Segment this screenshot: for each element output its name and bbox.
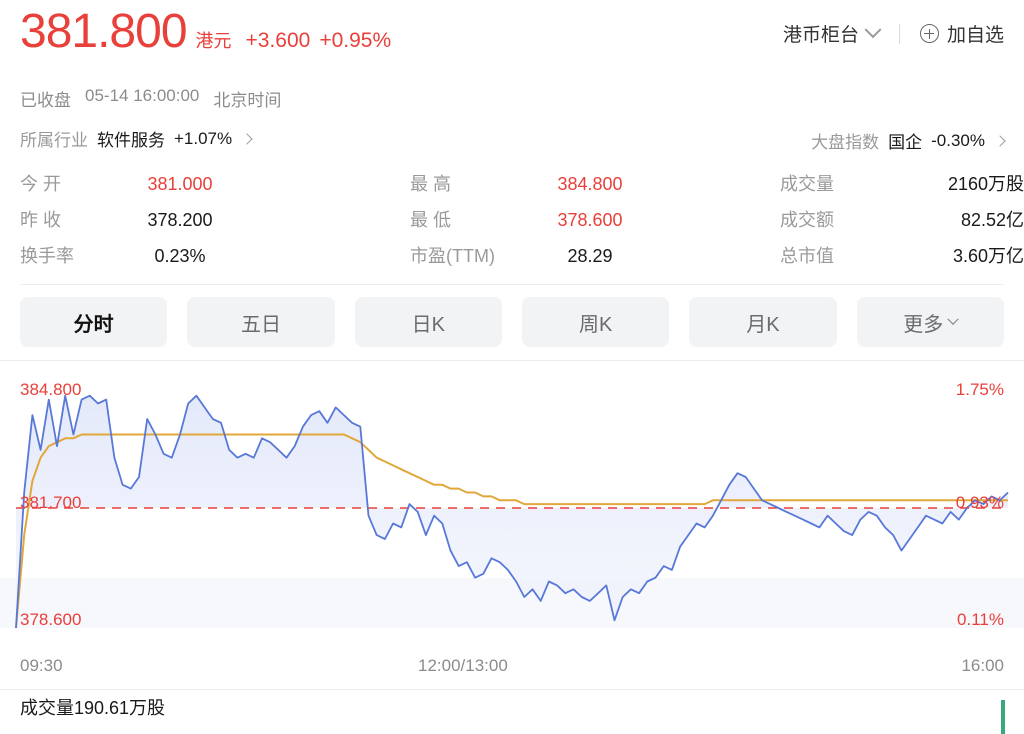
industry-percent: +1.07% [174,128,233,148]
y-axis-pct-low: 0.11% [957,610,1004,629]
y-axis-label-mid: 381.700 [20,493,82,512]
market-index-link[interactable]: 大盘指数 国企 -0.30% [811,128,1006,153]
chart-period-tabs: 分时 五日 日K 周K 月K 更多 [0,286,1024,358]
tab-more[interactable]: 更多 [856,297,1004,347]
chart-x-axis: 09:30 12:00/13:00 16:00 [0,656,1024,692]
tab-five-day[interactable]: 五日 [187,297,335,347]
tab-five-day-label: 五日 [240,313,281,336]
stat-low-label: 最 低 [410,210,452,230]
chevron-right-icon [241,132,253,145]
market-index-name: 国企 [888,133,923,152]
stat-low-value: 378.600 [557,210,623,230]
stat-turnover-rate-label: 换手率 [20,246,74,266]
tab-daily-k-label: 日K [411,313,445,336]
counter-selector-label: 港币柜台 [782,25,859,46]
stats-grid: 今 开 381.000 昨 收 378.200 换手率 0.23% 最 高 38… [0,170,1024,269]
stat-pe-ttm-label: 市盈(TTM) [410,246,495,266]
tab-weekly-k-label: 周K [578,313,613,336]
volume-bar [1001,700,1005,734]
header-divider [898,23,900,44]
tab-monthly-k[interactable]: 月K [689,297,837,347]
stat-prev-close-value: 378.200 [147,210,213,230]
stat-low: 最 低 378.600 [410,206,780,233]
stat-pe-ttm-value: 28.29 [567,246,613,266]
industry-link[interactable]: 所属行业 软件服务 +1.07% [20,126,253,151]
chart-shaded-band [0,578,1024,628]
x-axis-tick-close: 16:00 [961,656,1004,675]
stat-volume-value: 2160万股 [947,174,1024,194]
currency-label: 港元 [195,31,232,51]
stat-market-cap-label: 总市值 [780,246,834,266]
market-status-line: 已收盘 05-14 16:00:00 北京时间 [20,86,281,111]
industry-label: 所属行业 [20,131,88,150]
volume-summary-label: 成交量190.61万股 [20,698,166,718]
stat-amount-value: 82.52亿 [960,210,1024,230]
market-state: 已收盘 [20,91,71,110]
x-axis-tick-open: 09:30 [20,656,63,675]
y-axis-pct-high: 1.75% [955,380,1004,399]
quote-timezone: 北京时间 [213,91,282,110]
stat-market-cap-value: 3.60万亿 [952,246,1024,266]
tab-weekly-k[interactable]: 周K [521,297,670,347]
price-change: +3.600 [245,29,311,52]
stat-volume: 成交量 2160万股 [780,170,1024,197]
stat-amount: 成交额 82.52亿 [780,206,1024,233]
counter-selector[interactable]: 港币柜台 [782,20,882,47]
stats-column-1: 今 开 381.000 昨 收 378.200 换手率 0.23% [20,170,410,269]
stat-open-value: 381.000 [147,174,213,194]
tab-intraday[interactable]: 分时 [20,297,168,347]
stat-turnover-rate-value: 0.23% [154,246,206,266]
stat-open-label: 今 开 [20,174,62,194]
tab-more-label: 更多 [903,313,944,336]
intraday-chart[interactable]: 384.800 381.700 378.600 1.75% 0.93% 0.11… [0,362,1024,654]
quote-timestamp: 05-14 16:00:00 [85,86,200,105]
y-axis-label-low: 378.600 [20,610,82,629]
stats-column-2: 最 高 384.800 最 低 378.600 市盈(TTM) 28.29 [410,170,780,269]
volume-divider [0,689,1024,690]
chevron-down-icon [864,20,882,38]
x-axis-tick-midday: 12:00/13:00 [418,656,508,675]
quote-header: 381.800 港元 +3.600 +0.95% 港币柜台 加自选 [0,8,1024,70]
tab-intraday-label: 分时 [73,313,114,336]
stat-prev-close-label: 昨 收 [20,210,62,230]
tab-monthly-k-label: 月K [746,313,780,336]
price-area-fill [16,395,1008,628]
intraday-chart-svg [0,394,1024,629]
stat-amount-label: 成交额 [780,210,834,230]
price-row: 381.800 港元 +3.600 +0.95% [20,8,391,56]
plus-circle-icon [919,24,939,43]
stats-tabs-divider [20,284,1004,285]
stat-high: 最 高 384.800 [410,170,780,197]
stat-high-value: 384.800 [557,174,623,194]
market-index-label: 大盘指数 [811,133,880,152]
stat-pe-ttm: 市盈(TTM) 28.29 [410,242,780,269]
current-price: 381.800 [20,5,188,58]
stat-prev-close: 昨 收 378.200 [20,206,410,233]
chevron-right-icon [994,134,1006,147]
tab-daily-k[interactable]: 日K [354,297,502,347]
price-change-percent: +0.95% [319,29,392,52]
tabs-chart-divider [0,360,1024,361]
y-axis-pct-mid: 0.93% [955,493,1004,512]
industry-name: 软件服务 [97,131,165,150]
price-line [15,394,1009,629]
stat-market-cap: 总市值 3.60万亿 [780,242,1024,269]
stat-volume-label: 成交量 [780,174,834,194]
header-actions: 港币柜台 加自选 [783,8,1004,47]
stat-turnover-rate: 换手率 0.23% [20,242,410,269]
average-price-line [15,433,1008,629]
market-index-percent: -0.30% [931,130,985,150]
stat-high-label: 最 高 [410,174,452,194]
stats-column-3: 成交量 2160万股 成交额 82.52亿 总市值 3.60万亿 [780,170,1024,269]
volume-chart [1001,700,1005,734]
y-axis-label-high: 384.800 [20,380,82,399]
add-favorite-button[interactable]: 加自选 [919,20,1004,47]
chevron-down-icon [947,313,959,325]
stat-open: 今 开 381.000 [20,170,410,197]
add-favorite-label: 加自选 [946,25,1004,46]
